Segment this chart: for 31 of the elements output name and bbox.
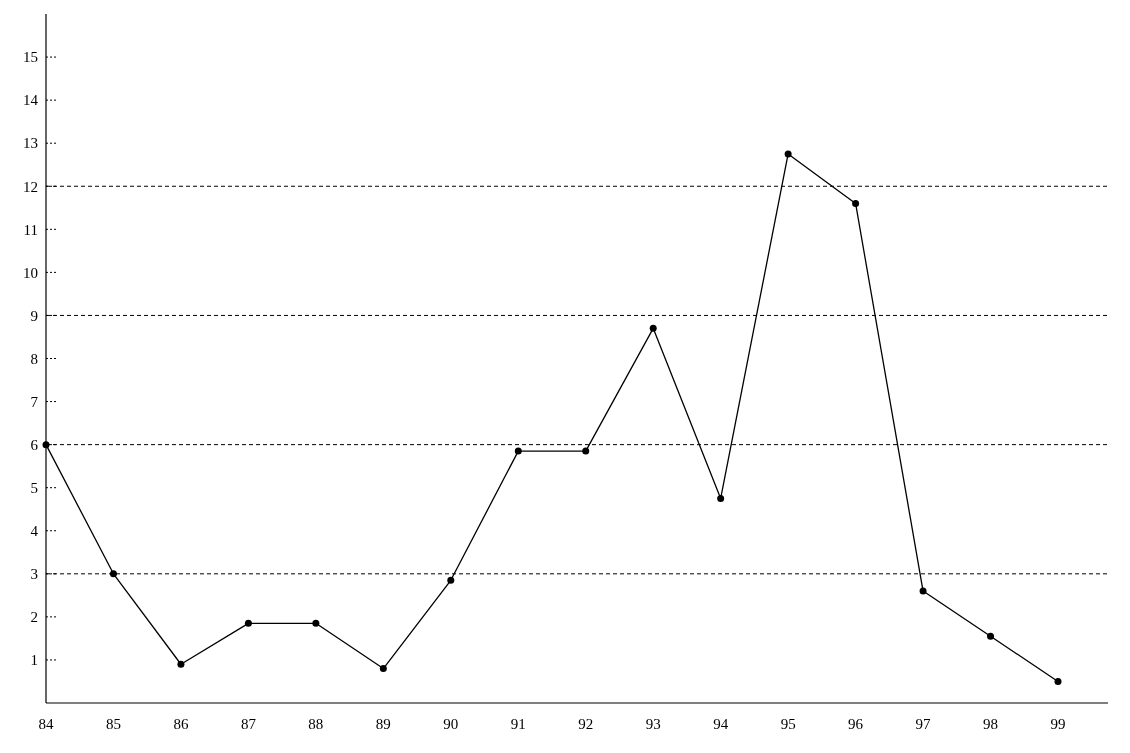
- y-tick-label: 6: [30, 436, 39, 453]
- x-tick-label: 95: [780, 716, 796, 732]
- x-tick-label: 97: [915, 716, 932, 732]
- x-tick-label: 96: [848, 716, 864, 732]
- x-tick-label: 89: [375, 716, 391, 732]
- y-tick-label: 13: [23, 135, 38, 152]
- y-tick-label: 11: [23, 221, 38, 238]
- y-tick-label: 1: [30, 652, 38, 669]
- x-tick-label: 91: [510, 716, 526, 732]
- x-tick-label: 86: [173, 716, 189, 732]
- x-tick-label: 90: [443, 716, 459, 732]
- y-tick-label: 15: [23, 49, 38, 66]
- x-tick-label: 84: [38, 716, 54, 732]
- y-tick-label: 9: [30, 307, 38, 324]
- y-tick-label: 2: [30, 609, 38, 626]
- y-tick-label: 4: [30, 523, 39, 539]
- x-tick-label: 88: [308, 716, 324, 732]
- y-tick-label: 8: [30, 350, 38, 367]
- x-tick-label: 87: [240, 716, 257, 732]
- x-tick-label: 98: [983, 716, 999, 732]
- y-tick-label: 7: [30, 393, 39, 410]
- y-tick-label: 14: [23, 92, 39, 109]
- y-tick-label: 10: [23, 264, 38, 281]
- y-tick-label: 5: [30, 479, 38, 496]
- x-tick-label: 99: [1050, 716, 1066, 732]
- x-tick-label: 94: [713, 716, 729, 732]
- y-tick-label: 12: [23, 178, 38, 195]
- x-tick-label: 92: [578, 716, 594, 732]
- x-tick-label: 93: [645, 716, 661, 732]
- x-tick-label: 85: [105, 716, 121, 732]
- y-tick-label: 3: [30, 566, 38, 583]
